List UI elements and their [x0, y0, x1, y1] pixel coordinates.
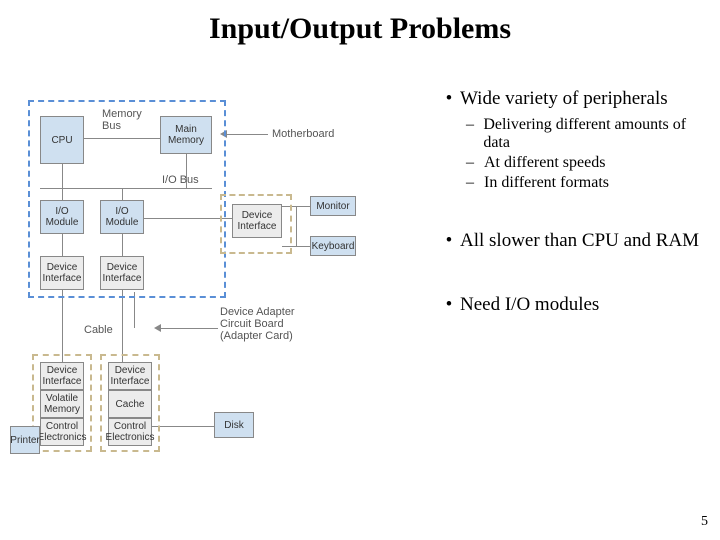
- node-ctrl_l: ControlElectronics: [40, 418, 84, 446]
- label-adapter: Device AdapterCircuit Board(Adapter Card…: [220, 306, 295, 342]
- bullet-item: • Wide variety of peripherals: [438, 88, 708, 110]
- bullet-dot: •: [438, 230, 460, 252]
- label-membus: MemoryBus: [102, 108, 142, 132]
- label-mobo: Motherboard: [272, 128, 334, 140]
- bullet-dot: •: [438, 88, 460, 110]
- node-ctrl_r: ControlElectronics: [108, 418, 152, 446]
- architecture-diagram: CPU MainMemory I/OModule I/OModule Monitor Ke…: [10, 88, 430, 488]
- node-iomod1: I/OModule: [40, 200, 84, 234]
- bullet-list: • Wide variety of peripherals – Deliveri…: [438, 88, 708, 322]
- node-devif_top: DeviceInterface: [232, 204, 282, 238]
- label-iobus: I/O Bus: [162, 174, 199, 186]
- node-monitor: Monitor: [310, 196, 356, 216]
- connector-line: [296, 216, 297, 220]
- node-devif_br: DeviceInterface: [108, 362, 152, 390]
- bullet-dash: –: [466, 154, 484, 172]
- sub-bullet-item: – Delivering different amounts of data: [466, 116, 708, 152]
- bullet-text: At different speeds: [484, 154, 605, 172]
- node-devif_bl: DeviceInterface: [40, 362, 84, 390]
- bullet-text: All slower than CPU and RAM: [460, 230, 699, 252]
- bullet-dash: –: [466, 116, 483, 152]
- node-printer: Printer: [10, 426, 40, 454]
- node-devif_l: DeviceInterface: [40, 256, 84, 290]
- sub-bullet-item: – In different formats: [466, 174, 708, 192]
- bullet-text: Wide variety of peripherals: [460, 88, 668, 110]
- page-number: 5: [701, 514, 708, 530]
- connector-line: [160, 328, 218, 329]
- bullet-item: • Need I/O modules: [438, 294, 708, 316]
- arrow-icon: [154, 324, 161, 332]
- node-cache: Cache: [108, 390, 152, 418]
- node-mainmem: MainMemory: [160, 116, 212, 154]
- node-volmem: VolatileMemory: [40, 390, 84, 418]
- bullet-dot: •: [438, 294, 460, 316]
- connector-line: [122, 290, 123, 362]
- node-iomod2: I/OModule: [100, 200, 144, 234]
- sub-bullet-item: – At different speeds: [466, 154, 708, 172]
- node-cpu: CPU: [40, 116, 84, 164]
- label-cable: Cable: [84, 324, 113, 336]
- connector-line: [296, 206, 297, 246]
- bullet-dash: –: [466, 174, 484, 192]
- node-keyboard: Keyboard: [310, 236, 356, 256]
- bullet-text: Need I/O modules: [460, 294, 599, 316]
- slide-title: Input/Output Problems: [0, 12, 720, 46]
- connector-line: [226, 134, 268, 135]
- node-disk: Disk: [214, 412, 254, 438]
- bullet-item: • All slower than CPU and RAM: [438, 230, 708, 252]
- connector-line: [62, 290, 63, 362]
- bullet-text: In different formats: [484, 174, 609, 192]
- node-devif_r: DeviceInterface: [100, 256, 144, 290]
- connector-line: [152, 426, 214, 427]
- bullet-text: Delivering different amounts of data: [483, 116, 708, 152]
